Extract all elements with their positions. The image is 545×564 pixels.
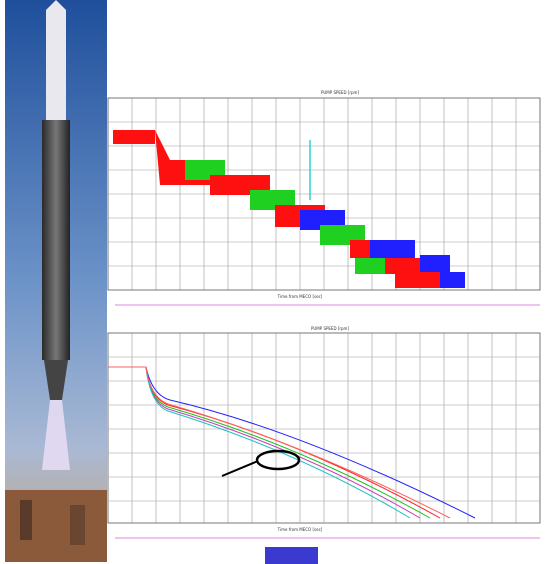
bottom-chart: PUMP SPEED [rpm] Time from MECO [sec] — [107, 326, 541, 539]
rocket-photo — [5, 0, 107, 562]
speed-curves — [108, 366, 476, 519]
x-axis-label: Time from MECO [sec] — [277, 294, 323, 299]
annotation-arrow — [221, 460, 259, 477]
blue-box — [265, 547, 318, 564]
pump-bands — [113, 130, 465, 288]
top-chart: PUMP SPEED [rpm] Time from MECO [sec] — [107, 90, 541, 306]
chart-title: PUMP SPEED [rpm] — [311, 326, 349, 331]
grid — [108, 98, 540, 290]
grid — [108, 333, 540, 523]
chart-title: PUMP SPEED [rpm] — [321, 90, 359, 95]
annotation-circle — [255, 449, 301, 471]
x-axis-label: Time from MECO [sec] — [277, 527, 323, 532]
